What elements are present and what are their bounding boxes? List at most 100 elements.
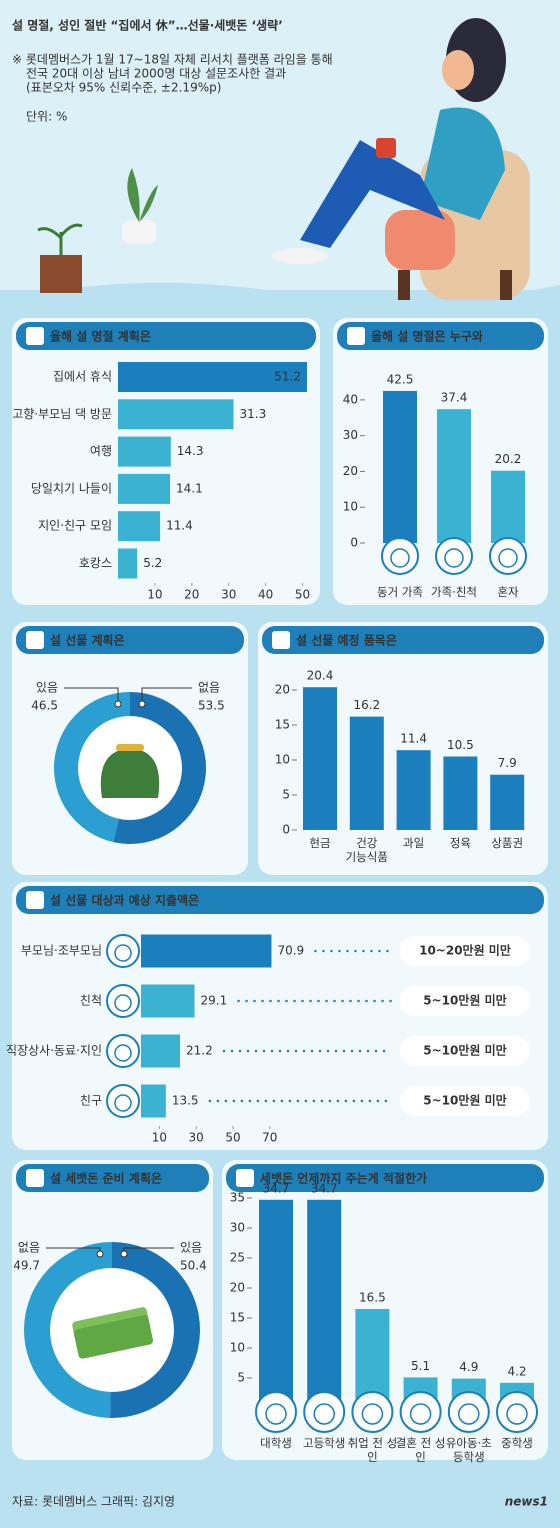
amount-pill	[400, 936, 530, 966]
y-tick-label: 15	[275, 718, 290, 732]
money	[73, 1315, 153, 1359]
y-tick-label: 15	[230, 1311, 245, 1325]
value-label: 34.7	[311, 1181, 338, 1195]
note: ※ 롯데멤버스가 1월 17~18일 자체 리서치 플랫폼 라임을 통해	[12, 53, 333, 67]
value-label: 4.2	[507, 1364, 526, 1378]
icon-face	[313, 1403, 335, 1425]
value-label: 11.4	[400, 732, 427, 746]
panel-icon	[26, 327, 44, 345]
value-label: 16.2	[353, 698, 380, 712]
y-tick-label: 20	[230, 1281, 245, 1295]
icon	[303, 1391, 346, 1433]
value-label: 20.4	[307, 669, 334, 683]
bar	[443, 756, 478, 830]
panel-header	[16, 1164, 209, 1192]
icon	[106, 1034, 140, 1068]
value-label: 14.1	[176, 481, 203, 495]
unit: 단위: %	[26, 110, 67, 124]
bar	[141, 1084, 166, 1118]
icon	[399, 1391, 442, 1433]
value-label: 53.5	[198, 699, 225, 713]
category-label: 고등학생	[303, 1436, 346, 1450]
amount-pill	[400, 1086, 530, 1116]
cushion	[385, 210, 455, 270]
value-label: 46.5	[31, 699, 58, 713]
y-tick-label: 20	[275, 683, 290, 697]
icon	[496, 1391, 538, 1433]
panel-header	[337, 322, 544, 350]
panel-header	[16, 626, 244, 654]
y-tick-label: 30	[343, 428, 358, 442]
title: 설 명절, 성인 절반 “집에서 休”…선물·세뱃돈 ‘생략’	[12, 18, 283, 33]
y-tick-label: 20	[343, 464, 358, 478]
bar	[349, 716, 384, 830]
bar	[490, 774, 525, 830]
donut-segment	[23, 1242, 112, 1418]
category-label: 대학생	[260, 1436, 292, 1450]
bar	[396, 750, 431, 830]
bar	[118, 473, 171, 504]
panel-title: 설 선물 예정 품목은	[296, 633, 397, 648]
category-label: 고향·부모님 댁 방문	[12, 407, 112, 421]
category-label: 없음	[18, 1241, 40, 1255]
panel-header	[16, 322, 316, 350]
panel-icon	[26, 891, 44, 909]
face	[442, 50, 474, 90]
bar	[118, 548, 138, 579]
y-tick-label: 10	[230, 1341, 245, 1355]
category-label: 호캉스	[79, 556, 112, 570]
panel-header	[16, 886, 544, 914]
icon-face	[390, 548, 410, 568]
panel-header	[262, 626, 544, 654]
logo: news1	[505, 1495, 548, 1509]
y-tick-label: 25	[230, 1251, 245, 1265]
bar	[491, 470, 525, 543]
panel-header	[226, 1164, 544, 1192]
value-label: 50.4	[180, 1259, 207, 1273]
bag-tie	[116, 744, 144, 751]
value-label: 51.2	[274, 370, 301, 384]
category-label: 중학생	[501, 1436, 533, 1450]
x-tick-label: 30	[189, 1131, 204, 1145]
y-tick-label: 40	[343, 392, 358, 406]
panel-icon	[347, 327, 365, 345]
chair-leg	[500, 270, 512, 300]
category-label: 과일	[403, 836, 425, 850]
icon-face	[114, 1044, 132, 1062]
amount-pill	[400, 1036, 530, 1066]
value-label: 10.5	[447, 738, 474, 752]
icon	[435, 537, 473, 575]
value-label: 16.5	[359, 1291, 386, 1305]
value-label: 5.1	[411, 1359, 430, 1373]
category-label: 지인·친구 모임	[38, 519, 112, 533]
value-label: 7.9	[498, 756, 517, 770]
donut-segment	[110, 1242, 200, 1418]
category-label: 유아동·초등학생	[445, 1436, 492, 1464]
bar	[118, 511, 161, 542]
icon	[351, 1391, 394, 1433]
category-label: 상품권	[491, 836, 524, 850]
mug	[376, 138, 396, 158]
panel-title: 올해 설 명절 계획은	[50, 329, 151, 344]
leader-dot	[138, 700, 146, 708]
x-tick-label: 40	[258, 588, 273, 602]
pot	[40, 255, 82, 293]
leader-dot	[120, 1250, 128, 1258]
bar	[307, 1199, 342, 1408]
bar	[383, 390, 417, 543]
category-label: 동거 가족	[377, 585, 423, 599]
bar	[118, 436, 171, 467]
panel-title: 올해 설 명절은 누구와	[371, 329, 483, 344]
icon-face	[409, 1403, 432, 1425]
category-label: 정육	[449, 836, 471, 850]
category-label: 취업 전 성인	[347, 1436, 398, 1464]
y-tick-label: 0	[282, 823, 290, 837]
icon-face	[114, 944, 132, 962]
category-label: 친척	[80, 994, 102, 1008]
bar	[141, 984, 195, 1018]
leader-dot	[96, 1250, 104, 1258]
bar	[259, 1199, 293, 1408]
category-label: 집에서 휴식	[53, 370, 112, 384]
panel-icon	[236, 1169, 254, 1187]
